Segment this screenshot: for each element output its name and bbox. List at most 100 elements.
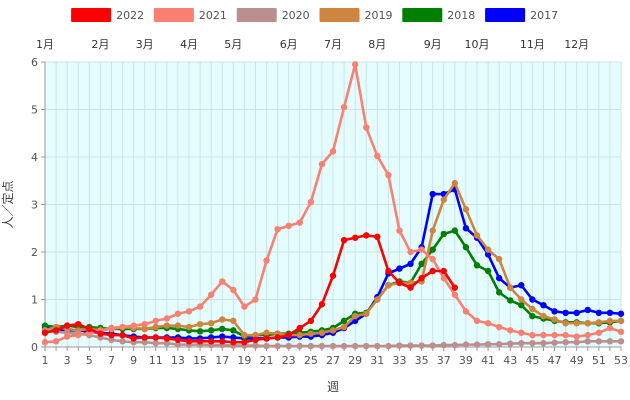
data-point [551, 308, 558, 315]
data-point [230, 339, 237, 346]
data-point [374, 296, 381, 303]
data-point [351, 61, 359, 68]
data-point [41, 329, 49, 336]
data-point [540, 312, 547, 320]
y-tick-label: 4 [31, 151, 38, 164]
data-point [241, 331, 248, 339]
data-point [518, 282, 525, 289]
data-point [529, 331, 536, 339]
data-point [152, 317, 159, 325]
data-point [562, 339, 569, 346]
legend-item: 2018 [402, 8, 475, 22]
data-point [495, 255, 503, 263]
x-tick-label: 17 [215, 354, 229, 367]
legend-swatch [485, 8, 526, 22]
data-point [529, 305, 536, 313]
y-tick-label: 0 [31, 341, 38, 354]
data-point [451, 291, 459, 298]
data-point [374, 152, 381, 160]
data-point [108, 336, 115, 344]
data-point [340, 103, 348, 111]
data-point [196, 303, 204, 310]
data-point [551, 339, 558, 346]
data-point [163, 322, 171, 329]
data-point [573, 320, 580, 327]
x-tick-label: 41 [481, 354, 495, 367]
data-point [562, 309, 569, 316]
data-point [196, 338, 204, 345]
x-tick-label: 33 [392, 354, 406, 367]
data-point [462, 206, 470, 213]
data-point [207, 291, 215, 298]
data-point [52, 338, 60, 345]
x-tick-label: 29 [348, 354, 362, 367]
x-tick-label: 21 [260, 354, 274, 367]
series-layer [41, 61, 625, 350]
month-label: 2月 [91, 38, 109, 51]
x-tick-label: 45 [525, 354, 539, 367]
data-point [230, 327, 237, 334]
data-point [363, 232, 370, 239]
data-point [263, 257, 270, 264]
data-point [507, 284, 514, 291]
data-point [318, 301, 326, 308]
data-point [573, 309, 580, 316]
data-point [174, 310, 182, 317]
x-tick-label: 37 [437, 354, 451, 367]
data-point [617, 317, 625, 325]
data-point [119, 338, 126, 345]
data-point [185, 308, 193, 315]
data-point [440, 274, 447, 282]
data-point [119, 331, 126, 339]
data-point [318, 329, 326, 336]
data-point [108, 325, 115, 333]
month-label: 6月 [280, 38, 298, 51]
data-point [219, 338, 226, 345]
x-tick-label: 25 [304, 354, 318, 367]
data-point [462, 341, 470, 348]
data-point [75, 331, 82, 339]
x-tick-label: 15 [193, 354, 207, 367]
data-point [219, 333, 226, 340]
x-tick-label: 53 [614, 354, 628, 367]
legend-label: 2017 [530, 9, 558, 22]
data-point [130, 322, 137, 329]
data-point [329, 327, 337, 334]
data-point [119, 323, 126, 331]
data-point [351, 342, 359, 350]
data-point [407, 342, 414, 349]
x-tick-label: 49 [570, 354, 584, 367]
data-point [141, 321, 148, 328]
legend-label: 2019 [365, 9, 393, 22]
data-point [407, 248, 414, 256]
data-point [141, 334, 148, 341]
data-point [174, 322, 182, 329]
data-point [230, 317, 237, 325]
legend-item: 2019 [319, 8, 393, 22]
data-point [518, 296, 525, 303]
legend-swatch [71, 8, 112, 22]
x-tick-label: 1 [42, 354, 49, 367]
data-point [252, 342, 259, 349]
data-point [329, 342, 337, 350]
data-point [440, 230, 447, 238]
data-point [163, 340, 171, 347]
data-point [141, 339, 148, 346]
data-point [329, 148, 337, 155]
month-label: 7月 [324, 38, 342, 51]
data-point [363, 342, 370, 350]
data-point [252, 336, 259, 344]
data-point [484, 267, 492, 275]
data-point [185, 338, 193, 345]
data-point [329, 272, 337, 279]
data-point [163, 315, 171, 322]
data-point [41, 322, 49, 329]
y-tick-label: 1 [31, 294, 38, 307]
x-tick-label: 7 [108, 354, 115, 367]
axes: 1 3 5 7 9 11 13 15 17 19 21 23 25 27 29 31 33 35 37 39 41 43 4… [31, 56, 628, 367]
data-point [219, 316, 226, 323]
data-point [473, 262, 481, 269]
legend-label: 2021 [199, 9, 227, 22]
data-point [495, 340, 503, 348]
data-point [318, 160, 326, 168]
